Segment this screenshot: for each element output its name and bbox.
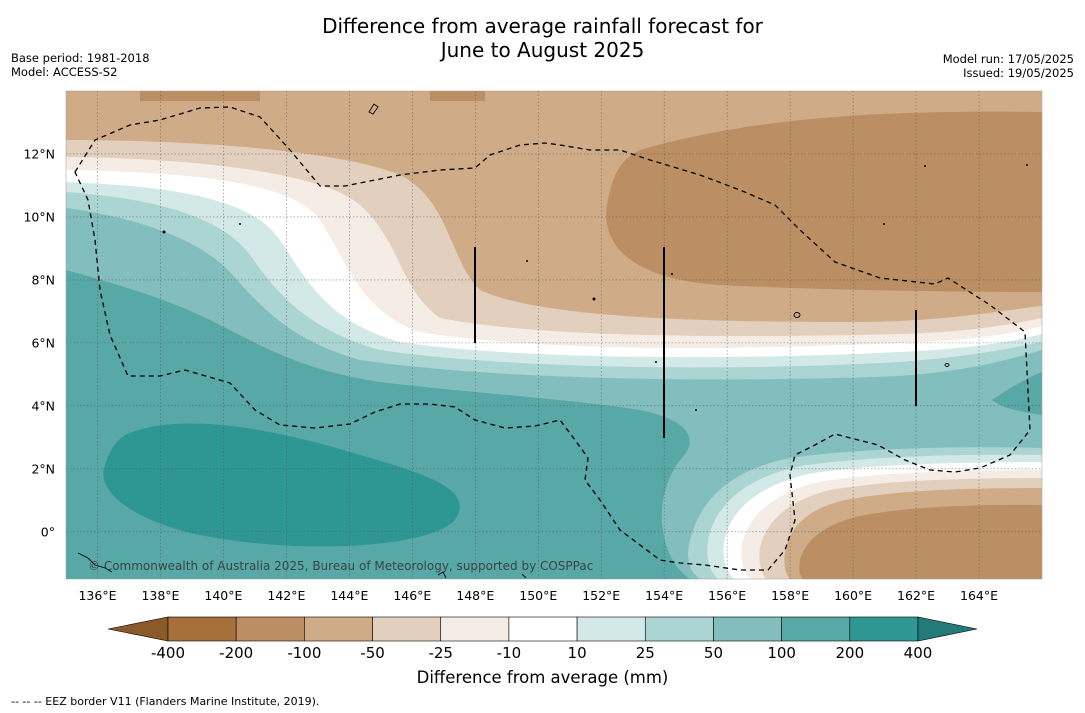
lon-label: 140°E	[204, 588, 242, 603]
title-line-2: June to August 2025	[440, 38, 645, 62]
lat-label: 10°N	[23, 209, 55, 224]
atoll	[655, 361, 657, 363]
atoll	[671, 273, 673, 275]
lon-label: 158°E	[771, 588, 809, 603]
model-name: Model: ACCESS-S2	[11, 65, 118, 79]
lon-labels: 136°E 138°E 140°E 142°E 144°E 146°E 148°E 150°E…	[78, 588, 998, 603]
colorbar-cell	[849, 616, 919, 642]
title-line-1: Difference from average rainfall forecas…	[322, 14, 763, 38]
atoll	[526, 260, 528, 262]
dry-core-north	[606, 111, 1042, 292]
colorbar-ticks: -400 -200 -100 -50 -25 -10 10 25 50 100 200 400	[151, 644, 932, 662]
meta-right: Model run: 17/05/2025 Issued: 19/05/2025	[943, 52, 1074, 80]
colorbar-tick-label: 400	[904, 644, 933, 662]
eez-border	[74, 106, 1031, 571]
colorbar-tick-label: -400	[151, 644, 185, 662]
lon-label: 160°E	[834, 588, 872, 603]
colorbar-extend-high	[917, 616, 978, 642]
colorbar-cell	[304, 616, 373, 642]
model-run: Model run: 17/05/2025	[942, 52, 1074, 66]
lat-label: 2°N	[31, 461, 55, 476]
lat-label: 4°N	[31, 398, 55, 413]
footer-note: -- -- -- EEZ border V11 (Flanders Marine…	[11, 695, 320, 708]
colorbar-cell	[781, 616, 851, 642]
colorbar-tick-label: -25	[428, 644, 453, 662]
lon-label: 152°E	[582, 588, 620, 603]
islands	[77, 103, 950, 579]
island	[77, 552, 113, 573]
colorbar-cell	[440, 616, 510, 642]
colorbar-cell	[235, 616, 305, 642]
base-period: Base period: 1981-2018	[11, 51, 150, 65]
top-dry-patch	[140, 91, 260, 101]
colorbar-cell	[508, 616, 578, 642]
colorbar-tick-label: -10	[497, 644, 522, 662]
lat-label: 0°	[41, 524, 55, 539]
lon-label: 138°E	[141, 588, 179, 603]
colorbar-tick-label: 100	[767, 644, 796, 662]
atolls	[162, 164, 1028, 411]
atoll	[695, 409, 697, 411]
colorbar-cell	[372, 616, 442, 642]
map-title: Difference from average rainfall forecas…	[0, 14, 1085, 62]
lon-label: 144°E	[330, 588, 368, 603]
island	[437, 571, 447, 579]
colorbar-cell	[167, 616, 237, 642]
lon-label: 148°E	[456, 588, 494, 603]
lat-label: 6°N	[31, 335, 55, 350]
atoll	[162, 230, 166, 234]
atoll	[1026, 164, 1028, 166]
colorbar-cell	[576, 616, 646, 642]
se-dry-core	[799, 504, 1042, 579]
colorbar-tick-label: 200	[835, 644, 864, 662]
atoll	[924, 165, 926, 167]
atoll	[239, 223, 241, 225]
lon-label: 164°E	[960, 588, 998, 603]
colorbar-tick-label: 50	[704, 644, 723, 662]
colorbar-cell	[644, 616, 714, 642]
colorbar-tick-label: 25	[636, 644, 655, 662]
lon-label: 142°E	[267, 588, 305, 603]
colorbar-tick-label: -50	[360, 644, 385, 662]
lon-label: 154°E	[645, 588, 683, 603]
colorbar-cell	[713, 616, 782, 642]
island	[521, 573, 527, 579]
gridlines	[66, 91, 1042, 579]
issued-date: Issued: 19/05/2025	[963, 66, 1074, 80]
meta-left: Base period: 1981-2018 Model: ACCESS-S2	[11, 51, 150, 79]
lon-label: 150°E	[519, 588, 557, 603]
map-shading	[66, 91, 1042, 579]
colorbar-tick-label: -100	[287, 644, 321, 662]
lat-label: 12°N	[23, 146, 55, 161]
island	[368, 103, 379, 115]
lon-label: 146°E	[393, 588, 431, 603]
atoll	[883, 223, 885, 225]
lon-label: 156°E	[708, 588, 746, 603]
lon-label: 162°E	[897, 588, 935, 603]
map-frame	[65, 90, 1043, 580]
colorbar-title: Difference from average (mm)	[416, 668, 669, 687]
colorbar-extend-low	[107, 616, 169, 642]
atoll	[592, 297, 596, 301]
copyright-text: © Commonwealth of Australia 2025, Bureau…	[88, 559, 593, 573]
band-100-200-east	[992, 372, 1042, 415]
colorbar-tick-label: -200	[219, 644, 253, 662]
island	[793, 312, 801, 318]
island	[944, 363, 950, 367]
colorbar-cells	[107, 616, 978, 642]
lon-label: 136°E	[78, 588, 116, 603]
lat-label: 8°N	[31, 272, 55, 287]
top-dry-patch-2	[430, 91, 485, 101]
colorbar-tick-label: 10	[568, 644, 587, 662]
wet-core	[103, 423, 460, 547]
lat-labels: 12°N 10°N 8°N 6°N 4°N 2°N 0°	[23, 146, 55, 539]
